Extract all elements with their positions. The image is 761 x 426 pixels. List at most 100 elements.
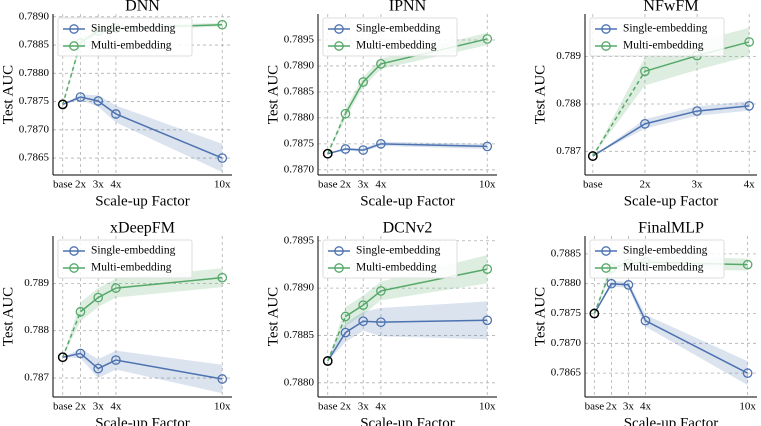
y-tick-label: 0.7895: [284, 234, 315, 246]
y-axis-label: Test AUC: [532, 287, 548, 346]
x-tick-label: 4x: [110, 401, 122, 413]
x-tick-label: 3x: [623, 401, 635, 413]
x-axis-label: Scale-up Factor: [360, 415, 455, 426]
legend-marker: [334, 41, 344, 51]
y-tick-label: 0.7875: [19, 95, 50, 107]
x-tick-label: base: [318, 179, 338, 191]
data-point: [358, 300, 369, 310]
legend-label: Multi-embedding: [623, 262, 704, 274]
x-tick-label: base: [53, 179, 73, 191]
y-tick-label: 0.7885: [551, 247, 582, 259]
data-point: [482, 315, 493, 326]
x-tick-label: 4x: [375, 401, 387, 413]
x-tick-label: 4x: [640, 401, 652, 413]
series-line: [62, 311, 82, 358]
legend-label: Single-embedding: [356, 245, 441, 257]
legend-label: Multi-embedding: [356, 40, 437, 52]
data-point: [742, 259, 753, 270]
x-tick-label: 2x: [75, 401, 87, 413]
legend-label: Single-embedding: [623, 23, 708, 35]
chart-title: FinalMLP: [638, 220, 704, 237]
y-tick-label: 0.789: [556, 50, 581, 62]
confidence-band: [327, 141, 488, 154]
data-point: [340, 327, 351, 338]
data-point: [57, 99, 68, 110]
subplot: 0.787 0.788 0.789 base 2x 3x 4x NFwFM Scale-up F…: [532, 0, 757, 209]
chart-title: NFwFM: [643, 0, 698, 15]
legend-marker: [334, 24, 344, 34]
legend-marker: [601, 24, 611, 34]
y-tick-label: 0.7865: [19, 152, 50, 164]
data-point: [358, 145, 369, 155]
y-tick-label: 0.7870: [284, 163, 315, 175]
data-point: [57, 352, 68, 363]
data-point: [589, 308, 600, 319]
x-tick-label: base: [318, 401, 338, 413]
data-point: [482, 141, 493, 152]
data-point: [340, 144, 351, 154]
data-point: [640, 119, 650, 129]
data-point: [322, 356, 333, 366]
confidence-band: [592, 101, 750, 157]
data-point: [742, 368, 753, 378]
legend-marker: [334, 246, 344, 256]
data-point: [111, 355, 121, 365]
series-line: [327, 316, 347, 362]
y-tick-label: 0.7875: [551, 307, 582, 319]
confidence-band: [327, 301, 488, 362]
data-point: [322, 148, 333, 159]
x-tick-label: 2x: [75, 179, 87, 191]
data-point: [744, 37, 755, 47]
data-point: [640, 66, 650, 77]
series-line: [62, 352, 223, 380]
y-axis-label: Test AUC: [0, 287, 16, 346]
series-line: [345, 268, 488, 318]
confidence-band: [62, 348, 223, 394]
data-point: [744, 101, 755, 111]
data-point: [376, 317, 386, 328]
chart-title: DNN: [125, 0, 160, 15]
confidence-band: [62, 94, 223, 173]
y-tick-label: 0.789: [24, 277, 49, 289]
y-tick-label: 0.7895: [284, 33, 315, 45]
data-point: [93, 363, 104, 374]
confidence-band: [327, 254, 488, 362]
legend-box: [589, 17, 725, 57]
legend-box: [57, 17, 193, 57]
x-tick-label: 4x: [375, 179, 387, 191]
data-point: [93, 292, 104, 303]
data-point: [75, 92, 86, 102]
legend-box: [589, 239, 725, 279]
series-line: [327, 143, 488, 155]
x-tick-label: 2x: [340, 401, 352, 413]
legend-label: Single-embedding: [356, 23, 441, 35]
data-point: [606, 278, 617, 289]
legend-box: [322, 17, 458, 57]
legend-label: Multi-embedding: [356, 262, 437, 274]
y-tick-label: 0.7885: [19, 39, 50, 51]
y-tick-label: 0.7870: [551, 337, 582, 349]
y-tick-label: 0.7885: [284, 85, 315, 97]
series-line: [327, 319, 488, 362]
y-tick-label: 0.7890: [284, 282, 315, 294]
data-point: [692, 106, 702, 116]
subplot: 0.787 0.788 0.789 base 2x 3x 4x 10x xDeepFM Scale…: [0, 220, 232, 426]
data-point: [376, 59, 386, 69]
legend-marker: [601, 246, 611, 256]
x-axis-label: Scale-up Factor: [624, 193, 719, 209]
legend-box: [322, 239, 458, 279]
series-line: [327, 113, 347, 155]
x-tick-label: 3x: [358, 179, 370, 191]
y-tick-label: 0.7875: [284, 137, 315, 149]
legend-marker: [69, 24, 79, 34]
data-point: [376, 286, 386, 296]
chart-title: DCNv2: [383, 220, 433, 237]
confidence-band: [594, 280, 748, 386]
legend-marker: [69, 41, 79, 51]
y-tick-label: 0.7885: [284, 329, 315, 341]
confidence-band: [592, 27, 750, 157]
y-tick-label: 0.7880: [284, 111, 315, 123]
x-tick-label: base: [585, 401, 605, 413]
x-tick-label: 10x: [214, 179, 231, 191]
